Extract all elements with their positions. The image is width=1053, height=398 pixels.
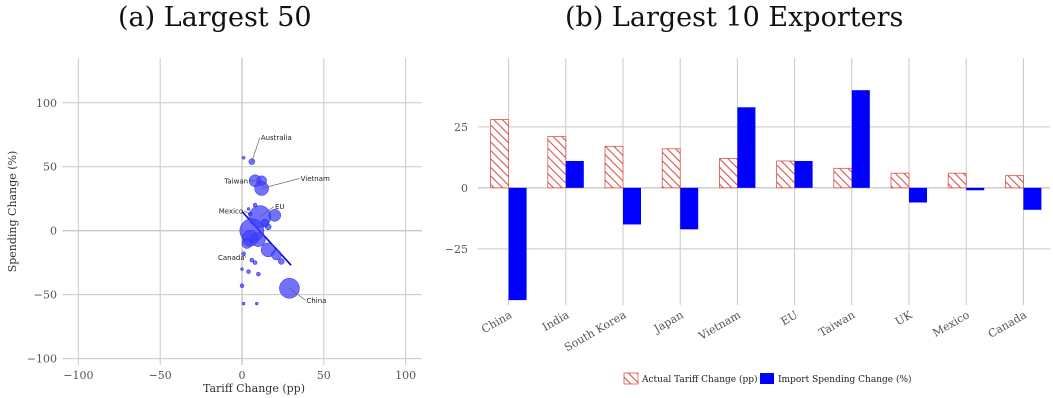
legend-swatch-tariff bbox=[623, 372, 639, 385]
scatter-point bbox=[252, 260, 258, 265]
legend-label-spending: Import Spending Change (%) bbox=[778, 374, 912, 385]
bar-spending-mexico bbox=[966, 187, 985, 191]
point-label-china: China bbox=[306, 297, 326, 305]
x-tick-label: Japan bbox=[651, 308, 686, 336]
bar-spending-taiwan bbox=[851, 90, 870, 188]
bar-tariff-japan bbox=[661, 148, 681, 189]
x-tick-label: Taiwan bbox=[816, 308, 857, 339]
label-leader-line bbox=[244, 210, 251, 215]
x-tick-label: China bbox=[479, 308, 514, 336]
x-axis-label: Tariff Change (pp) bbox=[203, 382, 305, 395]
bar-spending-india bbox=[565, 160, 584, 188]
bar-spending-eu bbox=[794, 160, 813, 188]
legend-swatch-spending bbox=[760, 373, 774, 384]
panel-b-title: (b) Largest 10 Exporters bbox=[565, 2, 904, 33]
scatter-point bbox=[240, 267, 244, 271]
scatter-point bbox=[246, 269, 251, 274]
y-axis-label: Spending Change (%) bbox=[6, 151, 19, 273]
bar-tariff-canada bbox=[1005, 175, 1024, 189]
bar-tariff-china bbox=[490, 119, 510, 189]
bar-spending-canada bbox=[1023, 187, 1042, 210]
scatter-point bbox=[254, 301, 259, 306]
bar-spending-south-korea bbox=[623, 187, 641, 225]
scatter-point bbox=[252, 202, 258, 208]
x-tick-label: Canada bbox=[986, 308, 1029, 341]
y-tick-label: 25 bbox=[454, 121, 468, 134]
y-tick-label: 50 bbox=[43, 161, 57, 174]
scatter-point bbox=[241, 156, 246, 160]
bar-spending-vietnam bbox=[737, 107, 756, 188]
scatter-point bbox=[239, 283, 245, 288]
x-tick-label: UK bbox=[893, 308, 915, 328]
bar-tariff-south-korea bbox=[604, 145, 624, 189]
scatter-point bbox=[264, 223, 272, 231]
bar-tariff-uk bbox=[890, 172, 910, 189]
label-leader-line bbox=[251, 137, 261, 162]
y-tick-label: −100 bbox=[27, 353, 57, 366]
scatter-point bbox=[246, 207, 251, 211]
x-tick-label: EU bbox=[779, 308, 800, 328]
bar-tariff-india bbox=[547, 136, 567, 189]
scatter-point bbox=[241, 238, 253, 249]
x-tick-label: South Korea bbox=[562, 308, 629, 354]
point-label-vietnam: Vietnam bbox=[301, 175, 330, 183]
y-tick-label: 100 bbox=[36, 97, 57, 110]
x-tick-label: −100 bbox=[63, 369, 93, 382]
bar-spending-china bbox=[508, 187, 527, 301]
bar-tariff-eu bbox=[776, 160, 795, 189]
bar-tariff-vietnam bbox=[719, 158, 738, 189]
x-tick-label: Mexico bbox=[930, 308, 972, 340]
label-leader-line bbox=[289, 288, 306, 301]
point-label-canada: Canada bbox=[218, 254, 245, 262]
point-label-mexico: Mexico bbox=[219, 208, 243, 216]
y-tick-label: 0 bbox=[50, 225, 57, 238]
label-leader-line bbox=[243, 253, 246, 258]
y-tick-label: 0 bbox=[461, 182, 468, 195]
label-leader-line bbox=[259, 206, 275, 217]
scatter-point bbox=[271, 249, 282, 261]
x-tick-label: 0 bbox=[239, 369, 246, 382]
scatter-point bbox=[278, 258, 285, 265]
label-leader-line bbox=[261, 178, 300, 189]
scatter-point bbox=[251, 232, 266, 247]
bar-spending-uk bbox=[909, 187, 927, 203]
bar-tariff-mexico bbox=[947, 172, 967, 189]
panel-a-title: (a) Largest 50 bbox=[118, 2, 312, 33]
point-label-taiwan: Taiwan bbox=[223, 177, 248, 185]
scatter-point bbox=[256, 271, 261, 277]
x-tick-label: India bbox=[540, 308, 572, 334]
point-label-eu: EU bbox=[275, 203, 285, 211]
scatter-point bbox=[241, 301, 246, 306]
bar-tariff-taiwan bbox=[833, 167, 853, 189]
point-label-australia: Australia bbox=[261, 134, 292, 142]
x-tick-label: 100 bbox=[395, 369, 416, 382]
y-tick-label: −25 bbox=[445, 243, 468, 256]
x-tick-label: −50 bbox=[149, 369, 172, 382]
y-tick-label: −50 bbox=[34, 289, 57, 302]
scatter-point bbox=[249, 257, 255, 263]
x-tick-label: Vietnam bbox=[695, 308, 743, 343]
legend-label-tariff: Actual Tariff Change (pp) bbox=[641, 374, 758, 385]
scatter-point bbox=[268, 209, 281, 222]
x-tick-label: 50 bbox=[317, 369, 331, 382]
bar-spending-japan bbox=[680, 187, 699, 230]
